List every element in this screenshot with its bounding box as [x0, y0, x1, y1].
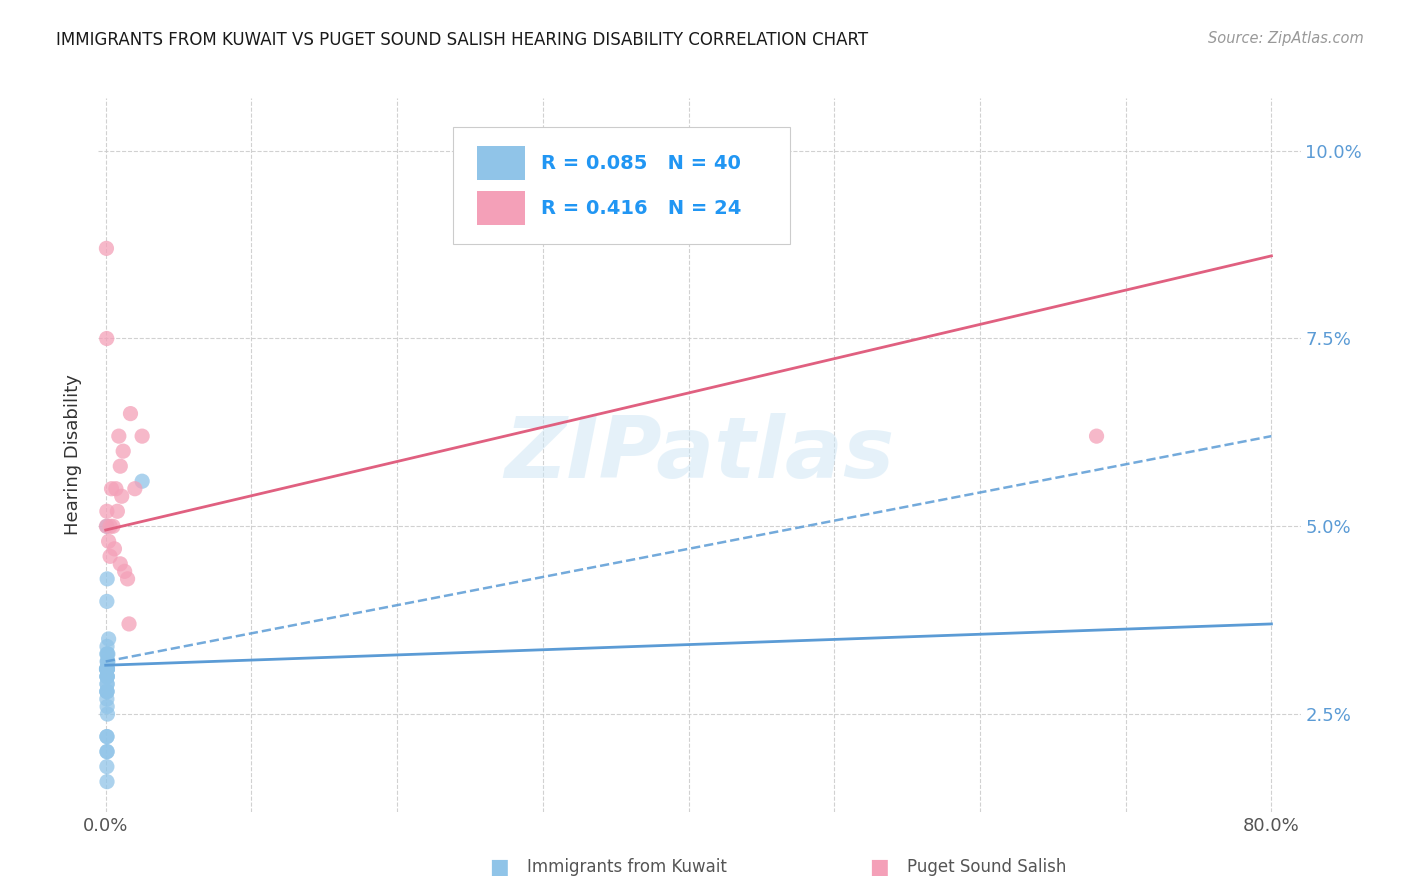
Point [96, 331, 118, 345]
Point [96, 684, 118, 698]
Point [97, 647, 120, 661]
Point [96, 241, 118, 255]
Point [96, 730, 118, 744]
Point [131, 429, 153, 443]
Point [96, 662, 118, 676]
Point [97, 655, 120, 669]
Point [97, 534, 120, 549]
FancyBboxPatch shape [477, 146, 526, 180]
Point [120, 407, 142, 421]
Point [96, 774, 118, 789]
Point [131, 474, 153, 488]
Text: IMMIGRANTS FROM KUWAIT VS PUGET SOUND SALISH HEARING DISABILITY CORRELATION CHAR: IMMIGRANTS FROM KUWAIT VS PUGET SOUND SA… [56, 31, 869, 49]
Point [96, 677, 118, 691]
Text: ■: ■ [869, 857, 889, 877]
Point [1085, 429, 1108, 443]
Point [98, 519, 121, 533]
Point [96, 662, 118, 676]
FancyBboxPatch shape [477, 191, 526, 225]
Point [96, 669, 118, 683]
Point [96, 662, 118, 676]
Point [96, 677, 118, 691]
Point [96, 662, 118, 676]
Point [96, 519, 118, 533]
Point [96, 684, 118, 698]
Point [101, 519, 124, 533]
Point [108, 429, 131, 443]
Point [96, 730, 118, 744]
Point [110, 459, 132, 474]
Point [112, 444, 135, 458]
Point [103, 541, 125, 556]
Point [96, 684, 118, 698]
Point [110, 557, 132, 571]
Point [96, 662, 118, 676]
Point [97, 632, 120, 646]
Point [104, 482, 127, 496]
Point [96, 692, 118, 706]
FancyBboxPatch shape [453, 127, 790, 244]
Point [96, 640, 118, 654]
Point [96, 759, 118, 773]
Point [118, 616, 141, 631]
Point [96, 655, 118, 669]
Point [96, 519, 118, 533]
Point [117, 572, 139, 586]
Point [96, 647, 118, 661]
Point [96, 669, 118, 683]
Point [96, 662, 118, 676]
Point [96, 662, 118, 676]
Point [96, 662, 118, 676]
Point [96, 669, 118, 683]
Point [96, 662, 118, 676]
Point [96, 699, 118, 714]
Point [96, 647, 118, 661]
Text: R = 0.085   N = 40: R = 0.085 N = 40 [541, 154, 741, 173]
Point [105, 504, 128, 518]
Text: Immigrants from Kuwait: Immigrants from Kuwait [527, 858, 727, 876]
Point [96, 669, 118, 683]
Point [96, 655, 118, 669]
Text: ■: ■ [489, 857, 509, 877]
Point [96, 504, 118, 518]
Text: Puget Sound Salish: Puget Sound Salish [907, 858, 1066, 876]
Text: R = 0.416   N = 24: R = 0.416 N = 24 [541, 199, 741, 218]
Text: Source: ZipAtlas.com: Source: ZipAtlas.com [1208, 31, 1364, 46]
Point [114, 565, 136, 579]
Point [124, 482, 146, 496]
Point [96, 745, 118, 759]
Point [96, 572, 118, 586]
Text: ZIPatlas: ZIPatlas [505, 413, 894, 497]
Point [96, 745, 118, 759]
Point [111, 489, 134, 503]
Point [96, 594, 118, 608]
Point [100, 482, 122, 496]
Y-axis label: Hearing Disability: Hearing Disability [65, 375, 83, 535]
Point [96, 707, 118, 722]
Point [96, 662, 118, 676]
Point [98, 549, 121, 564]
